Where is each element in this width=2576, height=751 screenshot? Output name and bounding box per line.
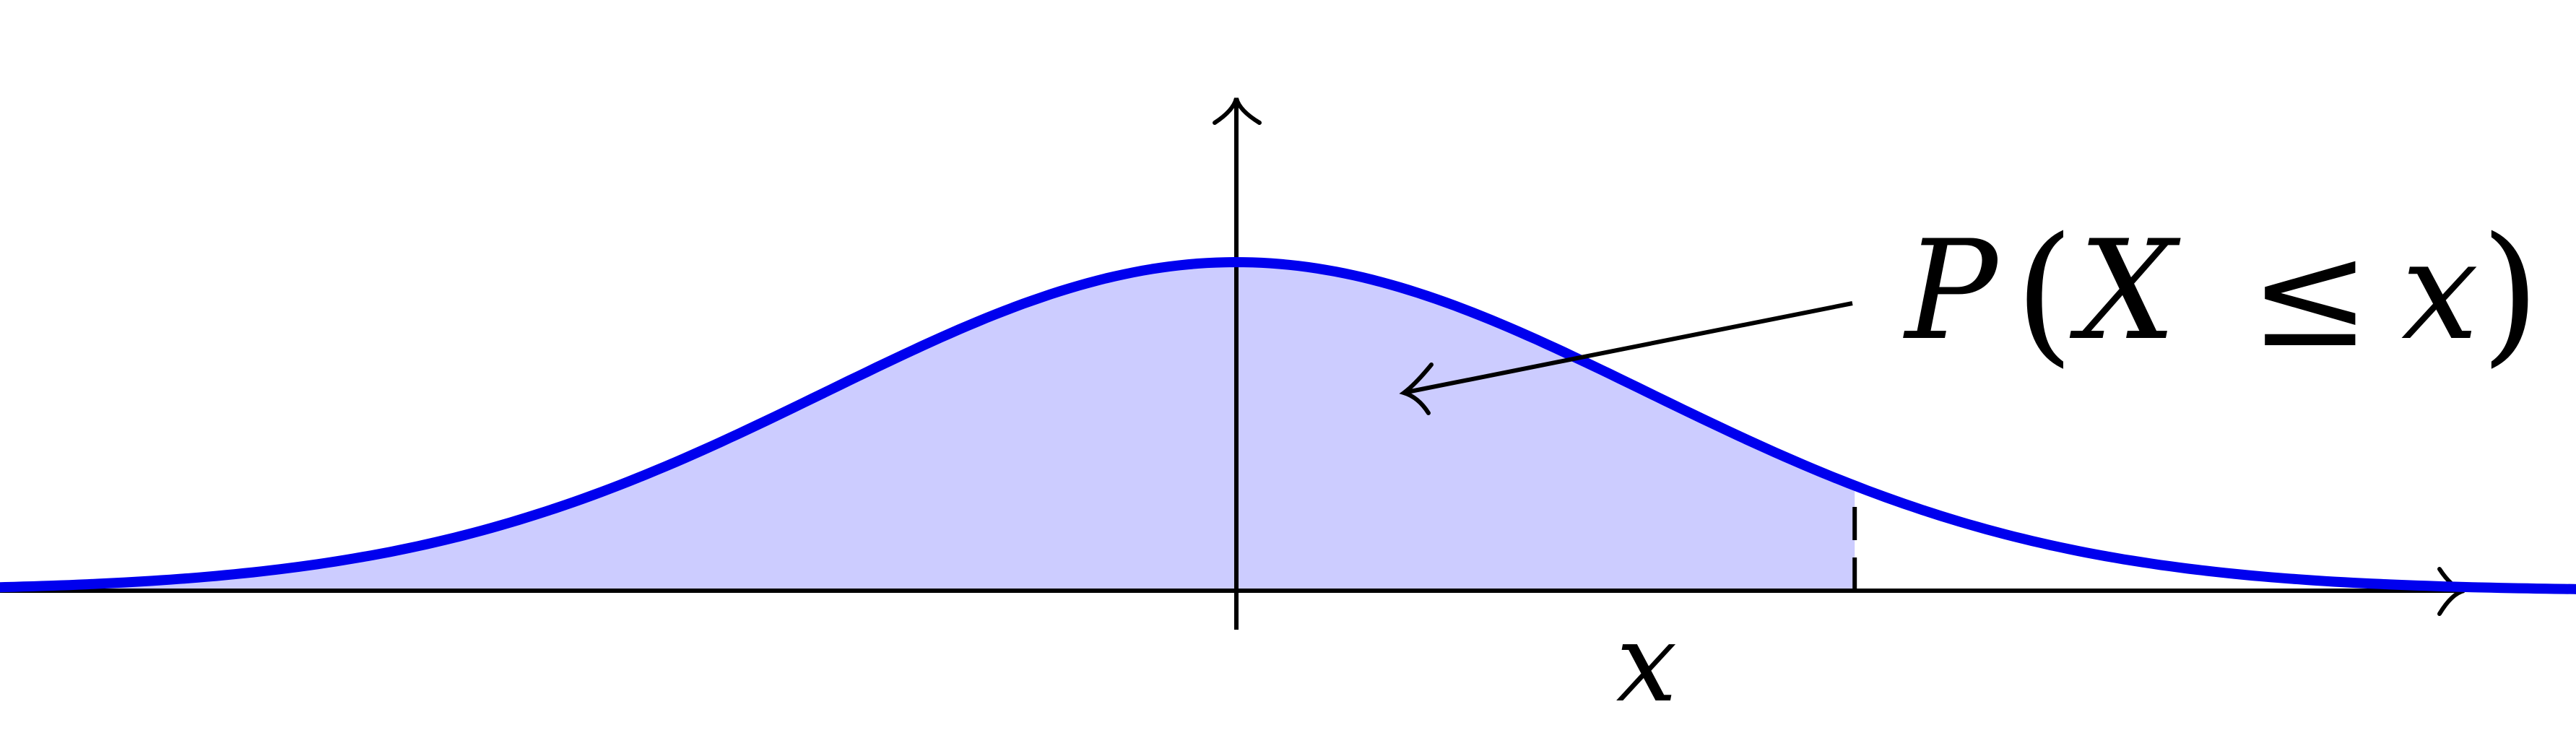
shaded-probability-area	[0, 262, 1855, 591]
x-tick-label: x	[1616, 601, 1678, 726]
annotation-close-paren: )	[2481, 204, 2540, 381]
annotation-arrowhead	[1399, 363, 1434, 415]
annotation-X: X	[2069, 211, 2181, 370]
annotation-leq: ≤	[2250, 212, 2371, 380]
annotation-x: x	[2401, 211, 2479, 370]
annotation-open-paren: (	[2015, 204, 2074, 381]
annotation-P: P	[1903, 211, 2000, 370]
annotation-arrow	[1406, 301, 1853, 394]
density-curve	[0, 257, 2576, 594]
area-annotation-label: P ( X ≤ x )	[1903, 204, 2540, 381]
y-axis-arrowhead	[1213, 97, 1262, 125]
